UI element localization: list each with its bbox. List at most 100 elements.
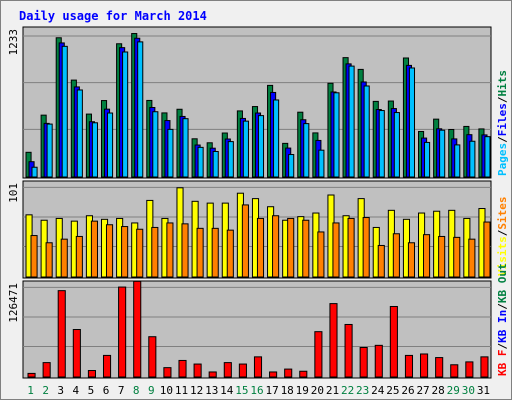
bar-hits-pages-day-3 — [61, 45, 68, 178]
bar-kbytes-kb-f-day-9 — [148, 336, 157, 378]
x-tick-label-day-3: 3 — [57, 384, 64, 397]
x-tick-label-day-7: 7 — [118, 384, 125, 397]
bar-hits-pages-day-9 — [152, 111, 159, 178]
panel-hits-legend: Pages/Files/Hits — [496, 70, 509, 176]
bar-visits-sites-day-19 — [302, 219, 310, 278]
bar-visits-sites-day-12 — [196, 227, 204, 278]
panel-visits-legend-entry: Visits — [496, 236, 509, 276]
bar-visits-sites-day-14 — [226, 229, 234, 278]
panel-visits-legend-entry: / — [496, 229, 509, 236]
bar-kbytes-kb-f-day-6 — [102, 354, 112, 378]
x-tick-label-day-8: 8 — [133, 384, 140, 397]
bar-visits-sites-day-24 — [377, 244, 385, 278]
bar-visits-sites-day-2 — [45, 242, 53, 278]
x-tick-label-day-4: 4 — [73, 384, 80, 397]
bar-kbytes-kb-f-day-12 — [193, 363, 202, 378]
bar-kbytes-kb-f-day-2 — [42, 362, 51, 378]
bar-visits-sites-day-8 — [136, 228, 144, 278]
x-tick-label-day-5: 5 — [88, 384, 95, 397]
bar-hits-pages-day-11 — [182, 118, 189, 178]
x-tick-label-day-21: 21 — [326, 384, 339, 397]
bar-hits-pages-day-17 — [273, 99, 280, 178]
x-tick-label-day-29: 29 — [447, 384, 460, 397]
x-tick-label-day-19: 19 — [296, 384, 309, 397]
x-tick-label-day-30: 30 — [462, 384, 475, 397]
bar-visits-sites-day-20 — [317, 231, 325, 278]
panel-hits-legend-entry: / — [496, 96, 509, 103]
bar-visits-sites-day-27 — [423, 234, 431, 278]
bar-hits-pages-day-8 — [137, 41, 144, 178]
bar-visits-sites-day-29 — [453, 236, 461, 278]
x-tick-label-day-27: 27 — [416, 384, 429, 397]
bar-kbytes-kb-f-day-21 — [329, 303, 338, 378]
bar-hits-pages-day-2 — [46, 123, 53, 178]
x-tick-label-day-14: 14 — [220, 384, 234, 397]
bar-visits-sites-day-30 — [468, 238, 476, 278]
bar-visits-sites-day-7 — [121, 226, 129, 278]
bar-hits-pages-day-23 — [363, 85, 370, 178]
panel-kbytes-legend-entry: KB Out — [496, 263, 509, 303]
bar-kbytes-kb-f-day-14 — [223, 362, 232, 378]
bar-kbytes-kb-f-day-17 — [269, 371, 278, 378]
panel-visits-legend: Visits/Sites — [496, 197, 509, 277]
panel-hits-legend-entry: Hits — [496, 70, 509, 97]
bar-visits-sites-day-26 — [407, 242, 416, 278]
panel-kbytes-legend-entry: / — [496, 303, 509, 310]
bar-hits-pages-day-18 — [288, 154, 295, 178]
bar-kbytes-kb-f-day-19 — [299, 370, 308, 378]
bar-kbytes-kb-f-day-3 — [57, 290, 66, 378]
bar-hits-pages-day-21 — [333, 92, 340, 178]
panel-hits-legend-entry: / — [496, 136, 509, 143]
bar-visits-sites-day-22 — [347, 217, 355, 278]
x-tick-label-day-1: 1 — [27, 384, 34, 397]
bar-visits-sites-day-5 — [90, 220, 98, 278]
bar-hits-pages-day-15 — [242, 120, 249, 178]
x-tick-label-day-10: 10 — [160, 384, 173, 397]
x-tick-label-day-26: 26 — [401, 384, 414, 397]
bar-kbytes-kb-f-day-15 — [238, 363, 247, 378]
bar-kbytes-kb-f-day-30 — [465, 361, 474, 378]
bar-hits-pages-day-12 — [197, 146, 204, 178]
bar-visits-sites-day-16 — [256, 217, 265, 278]
bar-visits-sites-day-25 — [392, 233, 400, 278]
bar-kbytes-kb-f-day-23 — [359, 346, 368, 378]
x-tick-label-day-2: 2 — [42, 384, 49, 397]
bar-hits-pages-day-25 — [393, 112, 400, 178]
bar-hits-pages-day-5 — [91, 122, 98, 178]
panel-hits-legend-entry: Files — [496, 103, 509, 136]
bar-visits-sites-day-21 — [332, 222, 340, 278]
panel-kbytes-legend: KB F/KB In/KB Out — [496, 263, 509, 376]
bar-kbytes-kb-f-day-24 — [374, 344, 383, 378]
bar-visits-sites-day-17 — [272, 215, 280, 278]
bar-visits-sites-day-10 — [166, 222, 174, 278]
panel-kbytes-max-label: 126471 — [7, 283, 20, 323]
panel-kbytes-legend-entry: KB In — [496, 310, 509, 343]
bar-kbytes-kb-f-day-22 — [344, 323, 353, 378]
panel-kbytes-legend-entry: KB F — [496, 350, 509, 377]
bar-visits-sites-day-18 — [287, 217, 295, 278]
bar-visits-sites-day-28 — [438, 235, 446, 278]
x-tick-label-day-13: 13 — [205, 384, 218, 397]
x-tick-label-day-12: 12 — [190, 384, 203, 397]
bar-kbytes-kb-f-day-27 — [420, 353, 429, 378]
x-tick-label-day-22: 22 — [341, 384, 354, 397]
panel-visits: 101 Visits/Sites — [7, 180, 509, 279]
bar-hits-pages-day-24 — [378, 110, 385, 178]
bar-kbytes-kb-f-day-8 — [133, 280, 142, 378]
bar-kbytes-kb-f-day-20 — [314, 331, 323, 378]
panel-visits-max-label: 101 — [7, 183, 20, 203]
x-tick-label-day-16: 16 — [250, 384, 263, 397]
bar-hits-pages-day-6 — [106, 112, 114, 178]
bar-kbytes-kb-f-day-16 — [253, 356, 263, 378]
bar-hits-pages-day-13 — [212, 150, 219, 178]
bar-visits-sites-day-9 — [151, 226, 159, 278]
bar-kbytes-kb-f-day-1 — [27, 372, 36, 378]
chart-title: Daily usage for March 2014 — [19, 9, 207, 23]
x-axis-day-labels: 1 2 3 4 5 6 7 8 9 10 11 12 13 14 15 16 17 18 19 20 21 22 23 24 2… — [27, 384, 490, 397]
x-tick-label-day-17: 17 — [265, 384, 278, 397]
bar-hits-pages-day-19 — [303, 123, 310, 178]
bar-hits-pages-day-29 — [454, 144, 461, 178]
panel-hits-legend-entry: Pages — [496, 143, 509, 176]
